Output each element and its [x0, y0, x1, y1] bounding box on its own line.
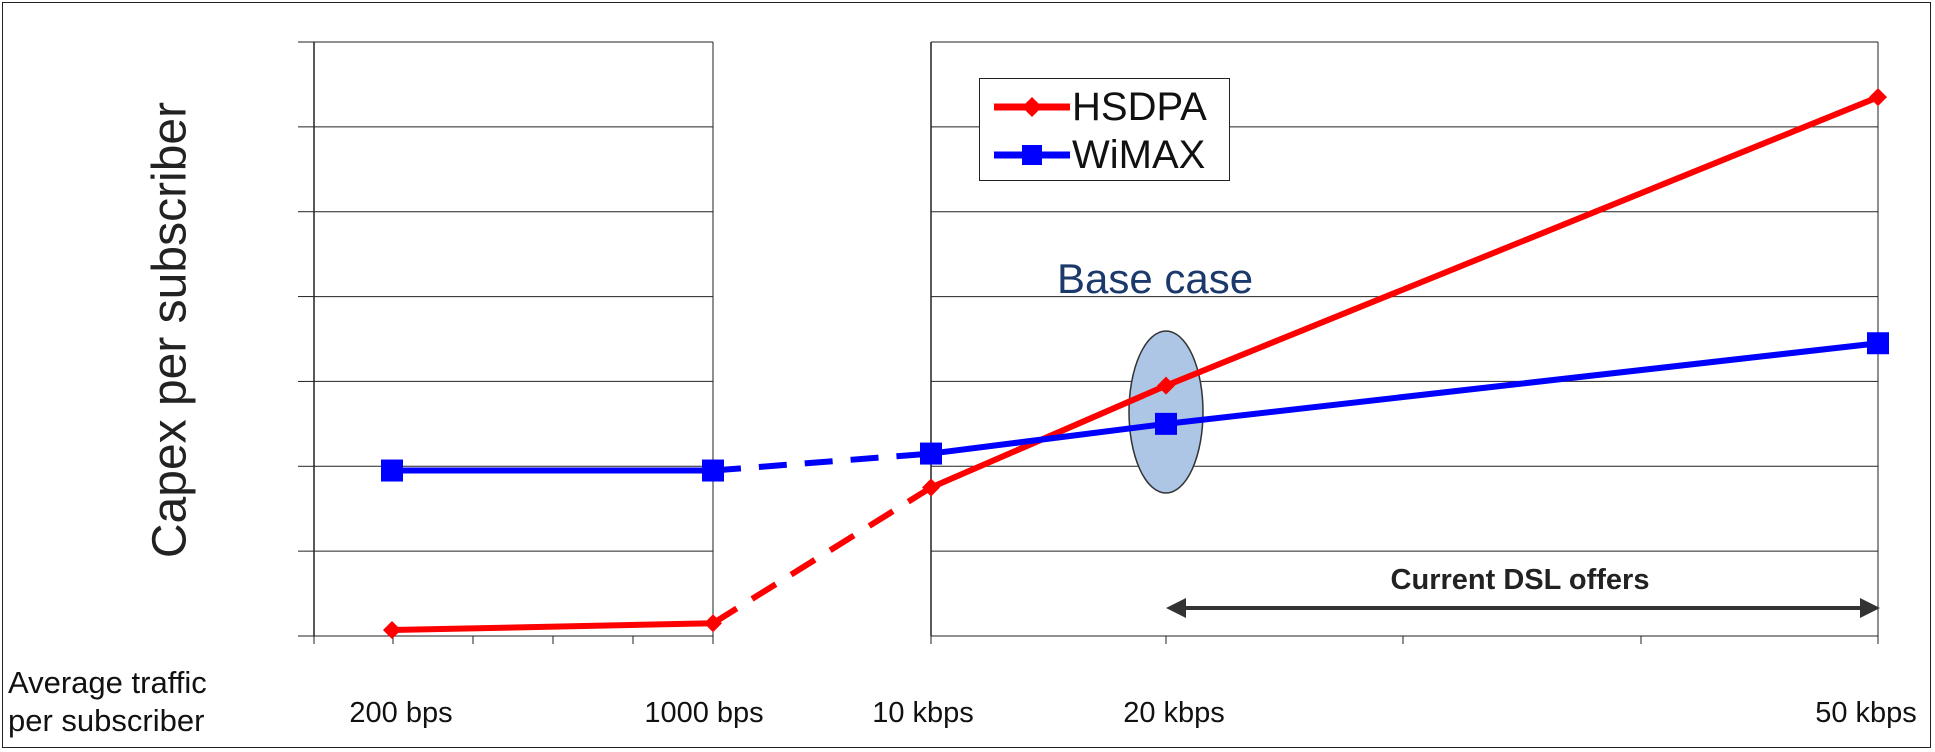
series-wimax-point-1 [702, 459, 724, 482]
legend-item-hsdpa: HSDPA [980, 83, 1229, 131]
left-panel-grid [314, 41, 713, 637]
x-axis-caption-text: Average traffic per subscriber [8, 665, 207, 738]
legend-label-hsdpa: HSDPA [1072, 85, 1207, 129]
x-axis-caption: Average traffic per subscriber [8, 664, 207, 740]
x-tick-label-3: 20 kbps [1123, 697, 1225, 729]
dsl-arrow-head-left [1166, 598, 1186, 618]
series-hsdpa-point-4 [1869, 88, 1887, 107]
series-wimax-segment-1 [712, 450, 932, 474]
x-tick-label-2: 10 kbps [872, 697, 974, 729]
dsl-range-arrow [1166, 598, 1880, 618]
series-hsdpa-segment-1 [711, 484, 933, 626]
series-layer [381, 88, 1889, 640]
chart-legend: HSDPA WiMAX [979, 78, 1230, 181]
series-hsdpa-point-3 [1157, 376, 1175, 395]
annotation-current-dsl: Current DSL offers [1390, 564, 1650, 596]
series-wimax-segment-2 [930, 420, 1167, 457]
right-panel-grid [931, 41, 1878, 637]
legend-swatch-hsdpa [994, 97, 1070, 117]
series-hsdpa-point-0 [383, 621, 401, 640]
legend-swatch-wimax [994, 145, 1070, 165]
legend-item-wimax: WiMAX [980, 131, 1229, 179]
series-wimax-point-2 [920, 442, 942, 465]
base-case-ellipse [1128, 330, 1204, 494]
series-hsdpa-segment-0 [391, 620, 714, 634]
series-hsdpa-point-2 [922, 478, 940, 497]
series-wimax-segment-3 [1165, 340, 1879, 427]
y-axis-label: Capex per subscriber [143, 101, 197, 559]
series-wimax-point-3 [1155, 412, 1177, 435]
legend-label-wimax: WiMAX [1072, 133, 1206, 177]
series-hsdpa-segment-3 [1164, 94, 1880, 389]
x-tick-label-1: 1000 bps [644, 697, 764, 729]
series-wimax-point-4 [1867, 332, 1889, 355]
x-tick-label-4: 50 kbps [1815, 697, 1917, 729]
annotation-base-case: Base case [1057, 255, 1254, 302]
x-tick-label-0: 200 bps [349, 697, 453, 729]
series-hsdpa-point-1 [704, 614, 722, 633]
series-wimax-point-0 [381, 459, 403, 482]
dsl-arrow-head-right [1860, 598, 1880, 618]
